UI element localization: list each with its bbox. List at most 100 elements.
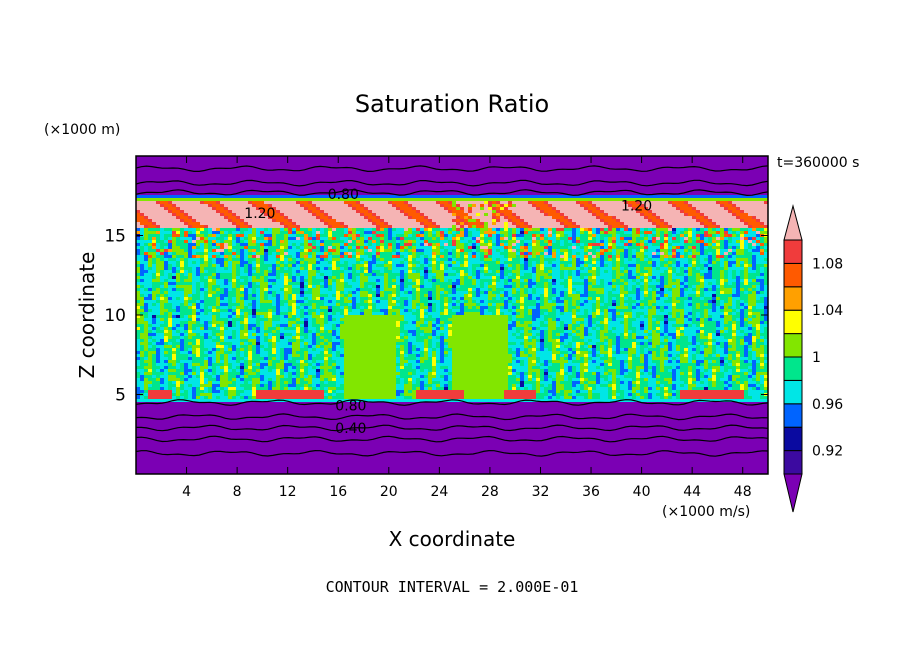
field-cell: [224, 312, 229, 316]
field-cell: [156, 408, 161, 412]
field-cell: [172, 300, 177, 304]
field-cell: [208, 471, 213, 474]
field-cell: [160, 348, 165, 352]
field-cell: [288, 231, 293, 235]
field-cell: [280, 249, 285, 253]
field-cell: [244, 360, 249, 364]
field-cell: [320, 435, 325, 439]
field-cell: [176, 447, 181, 451]
field-cell: [320, 222, 325, 226]
field-cell: [200, 351, 205, 355]
field-cell: [152, 213, 157, 217]
field-cell: [276, 456, 281, 460]
field-cell: [172, 267, 177, 271]
field-cell: [176, 351, 181, 355]
field-cell: [140, 390, 145, 394]
field-cell: [304, 210, 309, 214]
field-cell: [144, 438, 149, 442]
field-cell: [136, 423, 141, 427]
field-cell: [196, 198, 201, 202]
field-cell: [308, 369, 313, 373]
field-cell: [164, 408, 169, 412]
field-cell: [176, 249, 181, 253]
field-cell: [208, 156, 213, 160]
field-cell: [196, 288, 201, 292]
field-cell: [192, 222, 197, 226]
field-cell: [160, 405, 165, 409]
field-cell: [192, 462, 197, 466]
field-cell: [260, 291, 265, 295]
field-cell: [228, 210, 233, 214]
field-cell: [288, 255, 293, 259]
field-cell: [220, 267, 225, 271]
field-cell: [320, 177, 325, 181]
field-cell: [164, 327, 169, 331]
field-cell: [256, 372, 261, 376]
field-cell: [156, 255, 161, 259]
field-cell: [252, 348, 257, 352]
field-cell: [316, 459, 321, 463]
field-cell: [316, 375, 321, 379]
field-cell: [296, 159, 301, 163]
field-cell: [264, 447, 269, 451]
field-cell: [180, 429, 185, 433]
field-cell: [280, 318, 285, 322]
field-cell: [296, 423, 301, 427]
field-cell: [208, 273, 213, 277]
field-cell: [284, 459, 289, 463]
field-cell: [252, 438, 257, 442]
field-cell: [196, 246, 201, 250]
field-cell: [256, 471, 261, 474]
field-cell: [152, 378, 157, 382]
field-cell: [168, 291, 173, 295]
field-cell: [148, 396, 153, 400]
field-cell: [272, 297, 277, 301]
field-cell: [292, 216, 297, 220]
field-cell: [140, 249, 145, 253]
field-cell: [312, 345, 317, 349]
field-cell: [216, 228, 221, 232]
field-cell: [324, 174, 329, 178]
field-cell: [252, 204, 257, 208]
field-cell: [288, 165, 293, 169]
field-cell: [264, 462, 269, 466]
field-cell: [156, 213, 161, 217]
field-cell: [204, 198, 209, 202]
field-cell: [240, 255, 245, 259]
field-cell: [216, 282, 221, 286]
field-cell: [224, 159, 229, 163]
field-cell: [156, 312, 161, 316]
field-cell: [252, 171, 257, 175]
field-cell: [256, 357, 261, 361]
field-cell: [284, 276, 289, 280]
field-cell: [180, 177, 185, 181]
field-cell: [216, 423, 221, 427]
field-cell: [200, 288, 205, 292]
field-cell: [168, 228, 173, 232]
field-cell: [268, 321, 273, 325]
field-cell: [264, 171, 269, 175]
field-cell: [196, 363, 201, 367]
field-cell: [264, 393, 269, 397]
field-cell: [200, 459, 205, 463]
field-cell: [140, 432, 145, 436]
field-cell: [296, 381, 301, 385]
field-cell: [268, 318, 273, 322]
field-cell: [284, 279, 289, 283]
field-cell: [208, 402, 213, 406]
field-cell: [224, 414, 229, 418]
field-cell: [280, 216, 285, 220]
field-cell: [164, 312, 169, 316]
field-cell: [148, 267, 153, 271]
field-cell: [184, 441, 189, 445]
field-cell: [280, 468, 285, 472]
field-cell: [252, 330, 257, 334]
field-cell: [208, 336, 213, 340]
field-cell: [228, 333, 233, 337]
field-cell: [176, 396, 181, 400]
field-cell: [216, 375, 221, 379]
field-cell: [288, 423, 293, 427]
field-cell: [256, 192, 261, 196]
field-cell: [304, 288, 309, 292]
field-cell: [288, 264, 293, 268]
